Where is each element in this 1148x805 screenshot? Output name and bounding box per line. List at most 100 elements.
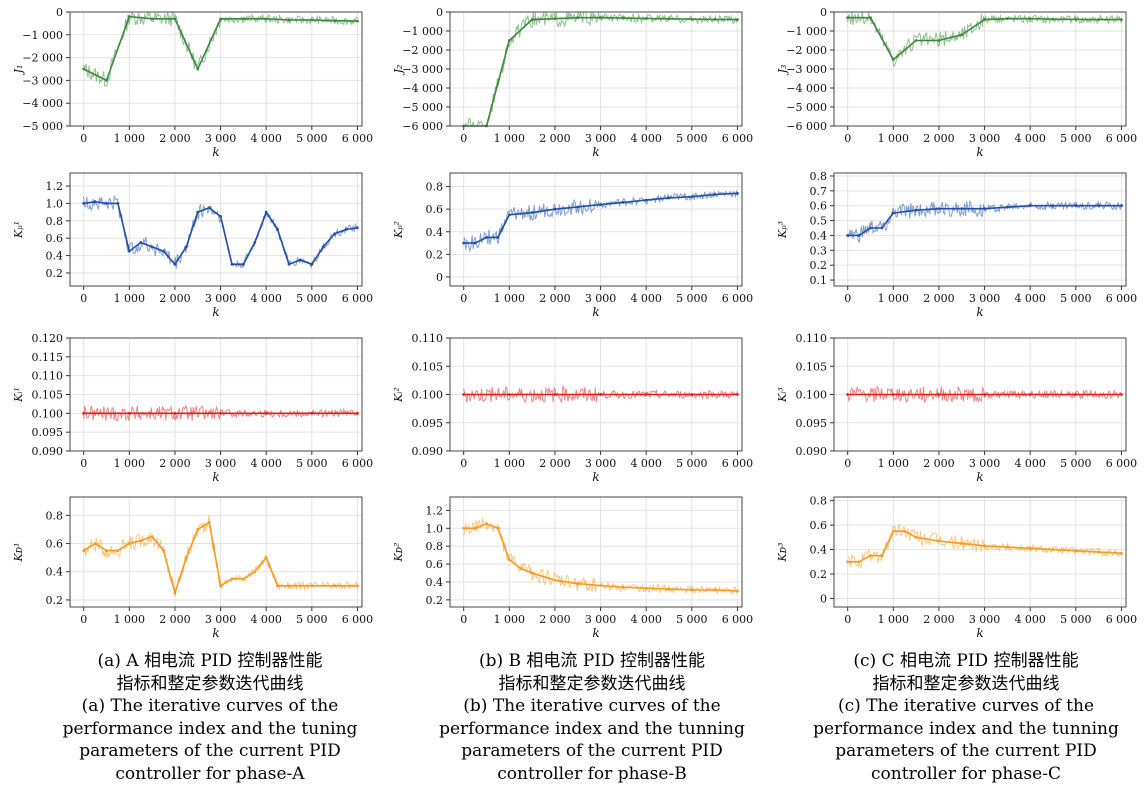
plot-r1-a-frame [69,11,363,127]
plot-r4-c-data-point [1028,546,1032,550]
plot-r3-b-ylabel: Kᵢ² [392,387,405,403]
plot-r3-c-frame [833,337,1127,452]
plot-r2-c-ytick-label: 0.7 [810,185,828,198]
plot-r2-b-xtick-label: 3 000 [585,292,617,305]
plot-r2-c-xtick-label: 1 000 [878,292,910,305]
plot-r4-b-data-point [553,578,557,582]
plot-r4-c-ytick-label: 0.8 [810,495,828,508]
plot-r3-c-xlabel: k [976,470,983,484]
plot-r1-c-data-point [983,18,986,21]
plot-r4-b-series-line [463,522,738,592]
plot-r2-c-xlabel: k [976,305,983,319]
plot-r4-a-data-point [139,539,143,543]
plot-r4-c-data-point [983,544,986,548]
plot-r1-b-data-point [507,39,511,42]
plot-r4-a-xtick-label: 4 000 [250,613,282,626]
plot-r4-a-data-point [310,584,314,588]
plot-r3-a-xtick-label: 5 000 [296,457,328,470]
plot-r1-b-data-point [621,16,625,20]
plot-r1-b-xtick-label: 2 000 [539,132,571,145]
plot-r1-c-ytick-label: 0 [820,6,827,19]
plot-r1-a-xtick-label: 3 000 [205,132,237,145]
plot-r2-b-ylabel: Kₚ² [392,221,405,239]
plot-r2-a-data-point [276,228,279,231]
plot-r3-c-ytick-label: 0.095 [796,417,828,430]
plot-r4-a-data-point [105,549,108,552]
plot-r1-a-noise [83,11,358,87]
plot-r1-c-data-point [937,39,941,42]
plot-r2-a-data-point [321,245,325,249]
plot-r2-c-data-point [937,207,941,211]
plot-r2-b-data-point [576,205,580,209]
plot-r3-b-xtick-label: 5 000 [676,457,708,470]
plot-r2-b-ytick-label: 0.6 [426,203,444,216]
plot-r1-a-xtick-label: 4 000 [250,132,282,145]
caption-c-en3: parameters of the current PID [835,741,1097,761]
plot-r4-c-data-point [891,529,895,533]
plot-r3-a-ytick-label: 0.120 [32,332,64,345]
plot-r2-c-xtick-label: 2 000 [923,292,955,305]
plot-r3-b: 0 1 000 2 000 3 000 4 000 5 000 6 000 0.090 0.09… [392,332,753,484]
caption-a-en4: controller for phase-A [115,763,305,784]
plot-r1-a-xlabel: k [212,145,219,159]
plot-r3-a: 0 1 000 2 000 3 000 4 000 5 000 6 000 0.090 0.09… [12,332,373,484]
plot-r4-a-data-point [287,584,291,588]
plot-r2-b-data-point [553,207,557,211]
plot-r4-a-xtick-label: 0 [80,613,87,626]
plot-r3-a-ytick-label: 0.110 [32,370,64,383]
plot-r1-a-data-point [150,17,154,21]
plot-r2-a-ylabel: Kₚ¹ [12,221,25,239]
plot-r2-c-ytick-label: 0.1 [810,274,828,287]
plot-r4-b-data-point [599,584,602,587]
plot-r2-c-data-point [1028,204,1032,208]
plot-r1-b-data-point [690,17,694,21]
plot-r2-a-data-point [162,249,165,253]
plot-r3-a-ytick-label: 0.115 [32,351,64,364]
plot-r2-c-xtick-label: 4 000 [1014,292,1046,305]
plot-r2-c-xtick-label: 0 [844,292,851,305]
plot-r2-c-xtick-label: 3 000 [969,292,1001,305]
plot-r4-c-data-point [1074,549,1078,553]
plot-r4-a-data-point [276,584,279,588]
plot-r4-a-data-point [219,584,222,588]
plot-r4-a-data-point [299,584,302,588]
plot-r2-b-ytick-label: 0.4 [426,226,444,239]
plot-r2-b-ytick-label: 0.2 [426,248,444,261]
plot-r4-b-data-point [736,589,739,593]
plot-r2-c-data-point [1074,204,1078,208]
plot-r1-b-data-point [576,16,580,20]
plot-r4-b: 0 1 000 2 000 3 000 4 000 5 000 6 000 0.2 0.4 0.6… [392,496,753,640]
plot-r4-c-xlabel: k [976,626,983,640]
caption-c-en2: performance index and the tunning [813,718,1119,739]
plot-r2-c-data-point [857,234,861,237]
plot-r2-b-xtick-label: 5 000 [676,292,708,305]
plot-r1-c-data-point [1028,17,1032,21]
plot-r1-c-ytick-label: −2 000 [786,44,827,57]
plot-r4-b-data-point [644,586,648,590]
plot-r4-b-xtick-label: 2 000 [539,613,571,626]
plot-r1-c-ytick-label: −1 000 [786,25,827,38]
plot-r2-a-ytick-label: 0.2 [46,267,64,280]
plot-r1-b-frame [449,11,743,127]
plot-r1-c-data-point [846,16,850,20]
caption-c-en1: (c) The iterative curves of the [837,696,1095,716]
plot-r4-a: 0 1 000 2 000 3 000 4 000 5 000 6 000 0.2 0.4 0.6… [12,496,374,640]
plot-r2-a-data-point [253,241,257,244]
plot-r3-a-data-point [356,411,359,415]
plot-r4-c: 0 1 000 2 000 3 000 4 000 5 000 6 000 0 0.2 0.4 0.… [776,495,1137,640]
plot-r4-a-data-point [82,549,86,552]
plot-r4-c-xtick-label: 6 000 [1106,613,1138,626]
plot-r2-a-data-point [196,210,200,214]
caption-c-cn1: (c) C 相电流 PID 控制器性能 [853,651,1079,671]
plot-r4-a-xtick-label: 5 000 [296,613,328,626]
caption-b-en1: (b) The iterative curves of the [463,696,721,716]
plot-r3-c-data-point [891,393,895,396]
plot-r2-a-frame [69,172,363,287]
plot-r1-c: 0 1 000 2 000 3 000 4 000 5 000 6 000 0 −1 000 −2… [776,6,1137,159]
plot-r4-b-data-point [530,571,534,575]
plot-r3-b-data-point [507,393,511,396]
plot-r1-c-data-point [869,16,872,20]
plot-r2-a-xtick-label: 3 000 [205,292,237,305]
plot-r4-a-xtick-label: 6 000 [342,613,374,626]
plot-r1-c-ytick-label: −5 000 [786,101,827,114]
